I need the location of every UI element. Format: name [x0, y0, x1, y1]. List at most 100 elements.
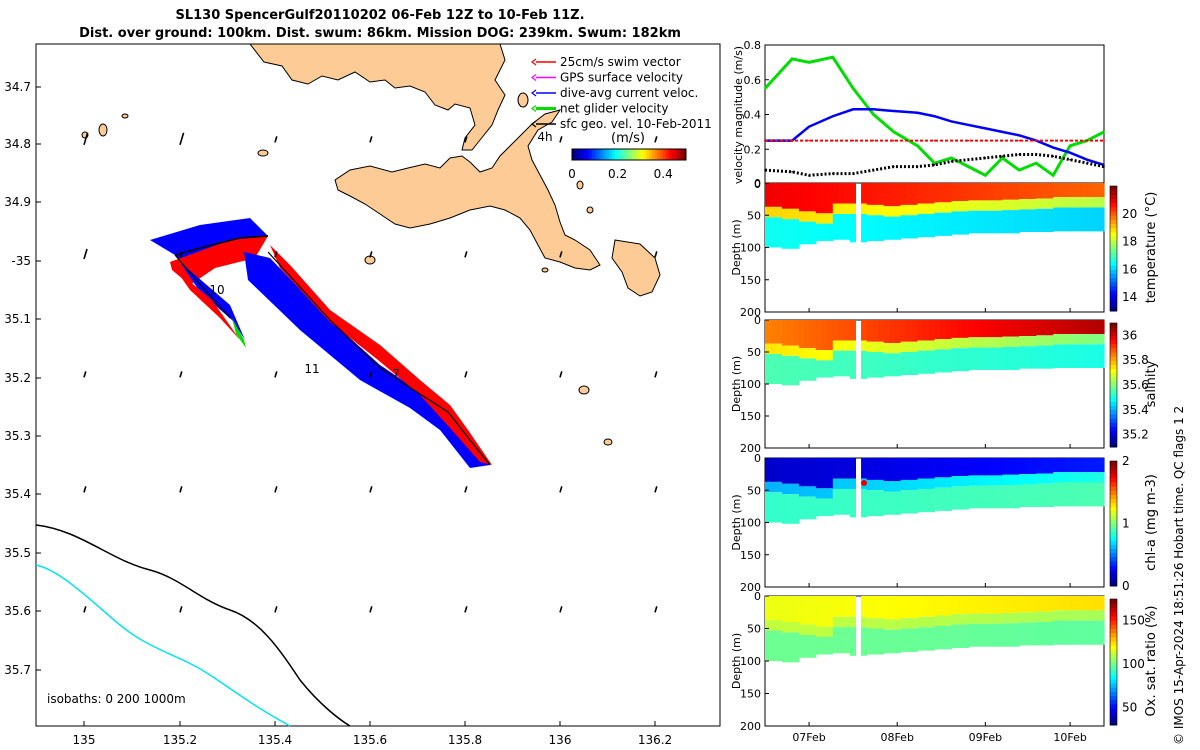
profile-cell-surface — [849, 596, 856, 617]
velocity-point — [1018, 139, 1021, 142]
map-colorbar-cell — [643, 149, 647, 160]
profile-cell-thermocline — [776, 620, 783, 631]
profile-cell-thermocline — [781, 208, 789, 220]
profile-colorbar-cell — [1110, 506, 1117, 512]
map-xtick-label: 135.8 — [448, 733, 482, 747]
profile-cell-thermocline — [832, 616, 840, 628]
profile-cell-surface — [1087, 596, 1094, 611]
map-colorbar-cell — [597, 149, 601, 160]
profile-colorbar-cell — [1110, 269, 1117, 274]
velocity-ylabel: velocity magnitude (m/s) — [732, 46, 745, 184]
profile-cell-surface — [827, 458, 834, 489]
profile-cell-surface — [861, 320, 868, 341]
profile-cell-deep — [776, 353, 783, 384]
profile-ylabel: Depth (m) — [730, 219, 743, 275]
profile-cell-deep — [1053, 207, 1060, 232]
profile-cell-thermocline — [810, 211, 817, 222]
profile-ytick-label: 150 — [740, 274, 761, 287]
profile-cell-thermocline — [889, 206, 896, 217]
profile-cell-deep — [883, 216, 890, 240]
profile-cell-thermocline — [906, 618, 913, 629]
profile-cell-thermocline — [815, 213, 823, 224]
profile-cell-surface — [894, 458, 902, 482]
profile-cell-surface — [883, 596, 890, 620]
profile-cell-thermocline — [940, 615, 947, 626]
profile-colorbar-cell — [1110, 624, 1117, 629]
profile-cell-surface — [968, 596, 975, 614]
sfc-geo-arrow — [83, 486, 87, 493]
profile-cell-surface — [951, 320, 958, 338]
profile-cell-thermocline — [765, 343, 772, 354]
profile-cell-thermocline — [866, 618, 873, 629]
profile-cell-thermocline — [945, 202, 953, 213]
profile-cell-deep — [872, 490, 879, 517]
map-colorbar-tick: 0 — [568, 167, 576, 181]
profile-cell-deep — [1019, 484, 1026, 508]
profile-cell-deep — [1036, 483, 1043, 508]
profile-colorbar-cell — [1110, 465, 1117, 470]
profile-cell-thermocline — [1002, 612, 1009, 624]
profile-cell-surface — [1098, 183, 1105, 198]
profile-cell-deep — [945, 349, 953, 373]
profile-cell-thermocline — [866, 479, 873, 491]
profile-cell-surface — [1030, 320, 1037, 336]
isobath-200m — [35, 524, 351, 727]
map-ytick-label: 35.1 — [4, 312, 31, 326]
profile-cell-surface — [934, 596, 941, 616]
map-colorbar-cell — [577, 149, 582, 160]
profile-cell-surface — [957, 183, 964, 202]
profile-cell-thermocline — [917, 340, 924, 351]
profile-cell-surface — [770, 183, 777, 207]
profile-cell-deep — [894, 353, 902, 377]
profile-colorbar-tick: 1 — [1122, 517, 1130, 531]
profile-cell-thermocline — [957, 476, 964, 487]
map-colorbar-cell — [668, 149, 673, 160]
profile-cell-deep — [1013, 210, 1020, 234]
velocity-point — [872, 139, 875, 142]
velocity-point — [1086, 158, 1088, 161]
profile-cell-deep — [821, 360, 828, 378]
profile-colorbar-cell — [1110, 573, 1117, 579]
velocity-point — [1035, 139, 1037, 142]
profile-ytick-label: 200 — [740, 306, 761, 319]
profile-cell-thermocline — [781, 622, 789, 633]
profile-cell-thermocline — [872, 618, 879, 629]
velocity-point — [852, 87, 854, 90]
profile-colorbar-tick: 35.8 — [1122, 353, 1149, 367]
track-label: 11 — [304, 362, 319, 376]
swath-red-main — [270, 245, 492, 465]
profile-cell-deep — [1075, 207, 1082, 232]
profile-cell-deep — [928, 213, 936, 238]
profile-cell-deep — [798, 221, 806, 245]
profile-ylabel: Depth (m) — [730, 356, 743, 412]
sfc-geo-arrow — [179, 251, 183, 258]
profile-cell-deep — [985, 347, 992, 370]
profile-cell-thermocline — [1087, 334, 1094, 345]
profile-cell-surface — [804, 458, 811, 487]
profile-cell-deep — [1024, 622, 1032, 646]
profile-cell-deep — [1098, 620, 1105, 645]
profile-cell-thermocline — [979, 613, 986, 624]
legend-entry: sfc geo. vel. 10-Feb-2011 — [560, 117, 712, 131]
profile-cell-deep — [923, 627, 930, 651]
profile-cell-surface — [1047, 458, 1054, 474]
profile-cell-deep — [849, 213, 856, 243]
profile-cell-deep — [923, 213, 930, 238]
profile-cell-thermocline — [894, 619, 902, 630]
velocity-point — [852, 139, 854, 142]
profile-cell-thermocline — [1047, 473, 1054, 484]
profile-cell-deep — [928, 350, 936, 374]
profile-cell-thermocline — [951, 201, 958, 212]
land-islet-0 — [98, 123, 108, 137]
profile-cell-thermocline — [906, 479, 913, 491]
profile-cell-surface — [1013, 596, 1020, 613]
legend-arrowhead — [531, 74, 537, 81]
velocity-point — [950, 157, 953, 159]
profile-cell-surface — [821, 596, 828, 627]
profile-cell-surface — [798, 183, 806, 212]
profile-colorbar-cell — [1110, 223, 1117, 229]
profile-cell-thermocline — [996, 200, 1003, 211]
profile-cell-surface — [991, 320, 998, 338]
profile-cell-deep — [1075, 620, 1082, 645]
profile-colorbar-label: salinity — [1144, 360, 1159, 407]
